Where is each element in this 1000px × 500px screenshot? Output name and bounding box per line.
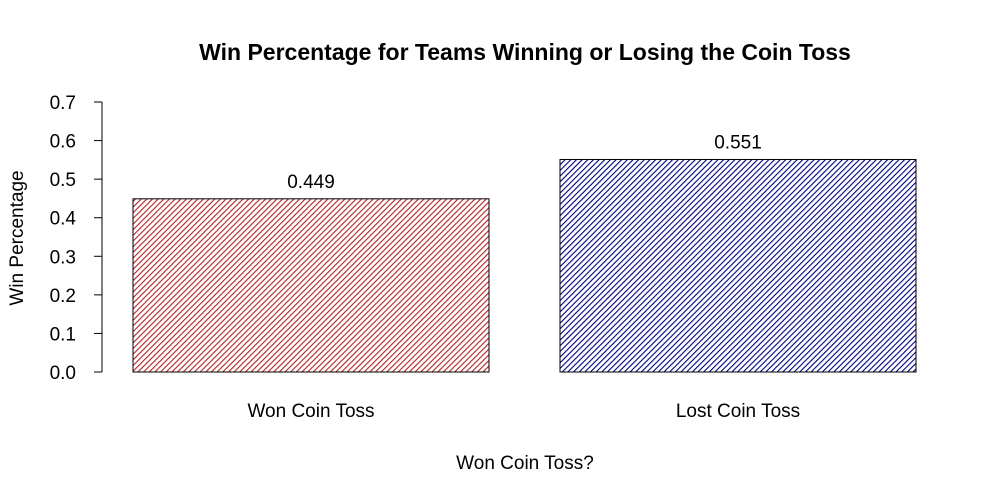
y-tick-label: 0.1 <box>50 324 76 345</box>
bar-value-label: 0.449 <box>287 172 335 193</box>
x-axis-label: Won Coin Toss? <box>456 453 594 474</box>
x-tick-labels: Won Coin Toss Lost Coin Toss <box>247 401 800 422</box>
x-tick-label: Lost Coin Toss <box>676 401 800 422</box>
y-tick-label: 0.4 <box>50 209 77 230</box>
bars-group: 0.449 0.551 <box>132 132 917 373</box>
y-tick-label: 0.6 <box>50 132 76 153</box>
x-tick-label: Won Coin Toss <box>247 401 374 422</box>
y-tick-label: 0.3 <box>50 247 76 268</box>
y-tick-label: 0.7 <box>50 93 76 114</box>
y-axis-label: Win Percentage <box>7 170 28 305</box>
bar-value-label: 0.551 <box>714 132 762 153</box>
bar <box>559 158 917 373</box>
y-tick-label: 0.0 <box>50 363 76 384</box>
y-tick-label: 0.2 <box>50 286 76 307</box>
bar <box>132 198 490 373</box>
y-tick-label: 0.5 <box>50 170 76 191</box>
y-axis: 0.0 0.1 0.2 0.3 0.4 0.5 0.6 0.7 <box>50 93 103 384</box>
chart-title: Win Percentage for Teams Winning or Losi… <box>199 39 851 65</box>
